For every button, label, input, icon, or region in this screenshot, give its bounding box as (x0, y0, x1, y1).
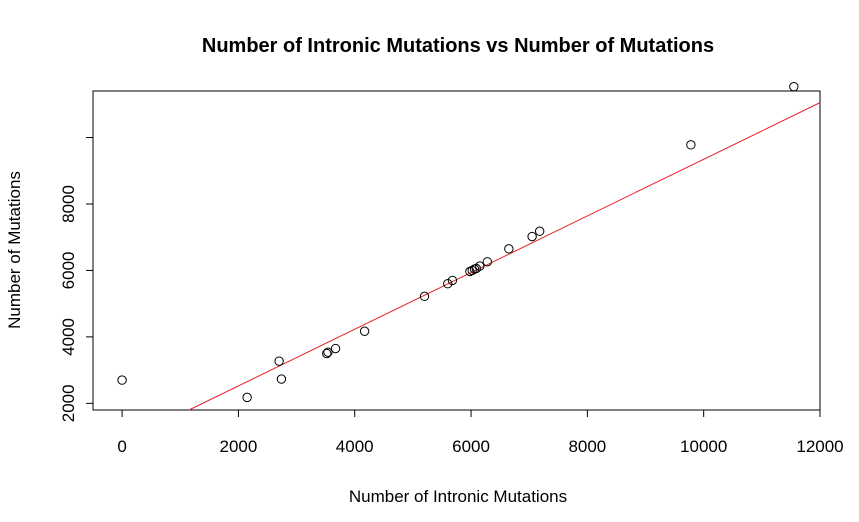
data-point (527, 231, 537, 242)
data-point (447, 275, 458, 286)
data-points-layer (117, 81, 799, 403)
data-point (504, 244, 514, 254)
data-point (419, 291, 430, 302)
data-point (117, 375, 127, 385)
y-tick-label: 4000 (59, 318, 78, 356)
data-point (475, 261, 485, 271)
plot-area-frame (92, 90, 821, 411)
x-tick-label: 8000 (568, 437, 606, 456)
data-point (242, 392, 252, 403)
data-point (686, 140, 696, 150)
y-tick-label: 8000 (59, 185, 78, 223)
y-tick-label: 2000 (59, 384, 78, 422)
data-point (330, 343, 341, 354)
y-axis: 2000 4000 6000 8000 (59, 137, 94, 422)
data-point (274, 356, 284, 366)
x-tick-label: 12000 (796, 437, 843, 456)
y-axis-label: Number of Mutations (5, 171, 24, 329)
data-point (359, 326, 370, 336)
data-point (323, 347, 333, 357)
x-axis: 0 2000 4000 6000 8000 10000 12000 (117, 409, 844, 456)
data-point (443, 279, 453, 289)
x-axis-label: Number of Intronic Mutations (349, 487, 567, 506)
chart-title: Number of Intronic Mutations vs Number o… (202, 35, 714, 57)
x-tick-label: 2000 (219, 437, 257, 456)
data-point (276, 374, 287, 384)
x-tick-label: 10000 (680, 437, 727, 456)
x-tick-label: 6000 (452, 437, 490, 456)
data-point (789, 81, 799, 92)
x-tick-label: 0 (117, 437, 126, 456)
regression-line (188, 102, 821, 411)
y-tick-label: 6000 (59, 252, 78, 290)
data-point (534, 226, 545, 236)
regression-line-layer (188, 102, 821, 411)
data-point (482, 257, 493, 267)
data-point (322, 348, 332, 359)
x-tick-label: 4000 (336, 437, 374, 456)
